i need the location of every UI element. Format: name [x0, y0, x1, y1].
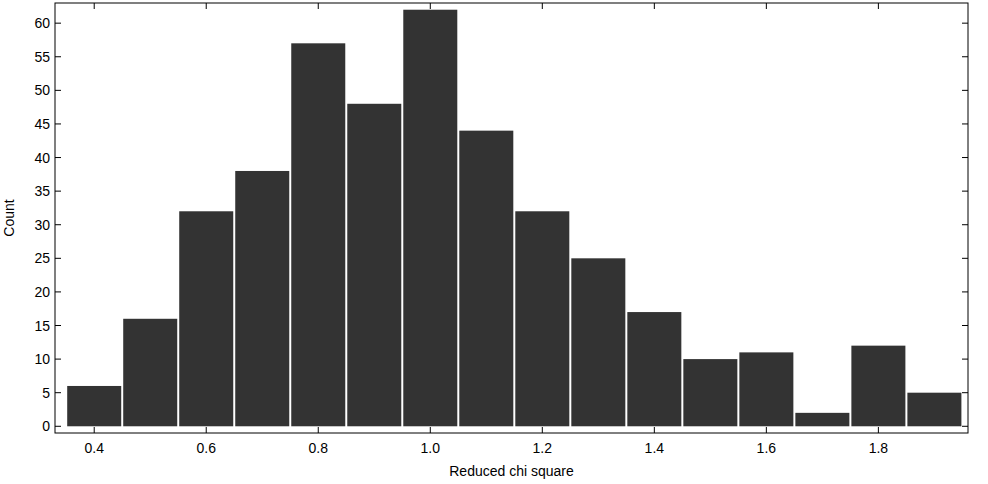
histogram-bar — [739, 352, 793, 426]
x-tick-label: 1.4 — [645, 440, 665, 456]
histogram-bar — [683, 359, 737, 426]
y-tick — [962, 23, 968, 24]
y-tick-label: 10 — [34, 351, 50, 367]
histogram-bar — [123, 319, 177, 427]
y-axis-label: Count — [1, 199, 17, 236]
plot-frame — [55, 3, 968, 433]
x-tick-label: 1.0 — [421, 440, 441, 456]
y-tick-label: 20 — [34, 284, 50, 300]
histogram-bar — [347, 104, 401, 427]
y-tick — [55, 56, 61, 57]
y-tick-label: 55 — [34, 49, 50, 65]
y-tick-label: 60 — [34, 15, 50, 31]
x-tick — [206, 3, 207, 9]
y-tick — [55, 157, 61, 158]
y-tick — [55, 258, 61, 259]
y-tick — [55, 291, 61, 292]
x-axis-label: Reduced chi square — [449, 463, 574, 479]
y-tick-label: 5 — [42, 385, 50, 401]
x-tick — [654, 3, 655, 9]
y-tick — [55, 191, 61, 192]
x-tick-label: 0.8 — [309, 440, 329, 456]
y-tick — [55, 123, 61, 124]
y-tick-label: 0 — [42, 418, 50, 434]
x-tick — [766, 3, 767, 9]
y-tick — [962, 56, 968, 57]
y-tick-label: 15 — [34, 318, 50, 334]
x-tick — [94, 427, 95, 433]
y-tick — [55, 90, 61, 91]
y-tick — [55, 23, 61, 24]
x-tick — [318, 427, 319, 433]
y-tick-label: 30 — [34, 217, 50, 233]
x-tick-label: 1.2 — [533, 440, 553, 456]
x-tick — [430, 3, 431, 9]
histogram-bar — [907, 393, 961, 427]
x-tick — [206, 427, 207, 433]
y-tick — [962, 123, 968, 124]
x-tick — [878, 427, 879, 433]
y-tick — [962, 325, 968, 326]
x-tick-label: 1.6 — [757, 440, 777, 456]
x-tick — [542, 3, 543, 9]
y-tick — [962, 426, 968, 427]
background — [0, 0, 988, 484]
y-tick — [55, 392, 61, 393]
chart: 0 5 10 15 20 25 30 35 40 45 50 55 60 0.4 0.6 0.8 1.0 1.2 1… — [0, 0, 988, 484]
y-tick — [962, 90, 968, 91]
y-tick-label: 25 — [34, 250, 50, 266]
y-tick-label: 45 — [34, 116, 50, 132]
y-tick — [962, 359, 968, 360]
y-tick — [55, 325, 61, 326]
histogram-bar — [403, 10, 457, 427]
histogram-bar — [627, 312, 681, 426]
x-tick — [542, 427, 543, 433]
y-tick — [962, 224, 968, 225]
x-tick-label: 0.6 — [196, 440, 216, 456]
y-tick-label: 40 — [34, 150, 50, 166]
x-tick-label: 0.4 — [84, 440, 104, 456]
histogram-bar — [459, 131, 513, 427]
histogram-bar — [795, 413, 849, 426]
x-tick-label: 1.8 — [869, 440, 889, 456]
x-tick — [318, 3, 319, 9]
histogram-bar — [851, 346, 905, 427]
x-tick — [94, 3, 95, 9]
x-tick — [766, 427, 767, 433]
histogram-bar — [571, 258, 625, 426]
x-tick — [654, 427, 655, 433]
y-tick-label: 35 — [34, 183, 50, 199]
y-tick-label: 50 — [34, 82, 50, 98]
y-tick — [962, 258, 968, 259]
y-tick — [55, 224, 61, 225]
histogram-bar — [67, 386, 121, 426]
y-tick — [55, 426, 61, 427]
y-tick — [962, 392, 968, 393]
histogram-bar — [515, 211, 569, 426]
x-tick — [430, 427, 431, 433]
y-tick — [962, 157, 968, 158]
histogram-bar — [179, 211, 233, 426]
y-tick — [962, 191, 968, 192]
x-tick — [878, 3, 879, 9]
y-tick — [55, 359, 61, 360]
histogram-bar — [291, 43, 345, 426]
y-tick — [962, 291, 968, 292]
bars — [67, 10, 961, 427]
histogram-bar — [235, 171, 289, 426]
